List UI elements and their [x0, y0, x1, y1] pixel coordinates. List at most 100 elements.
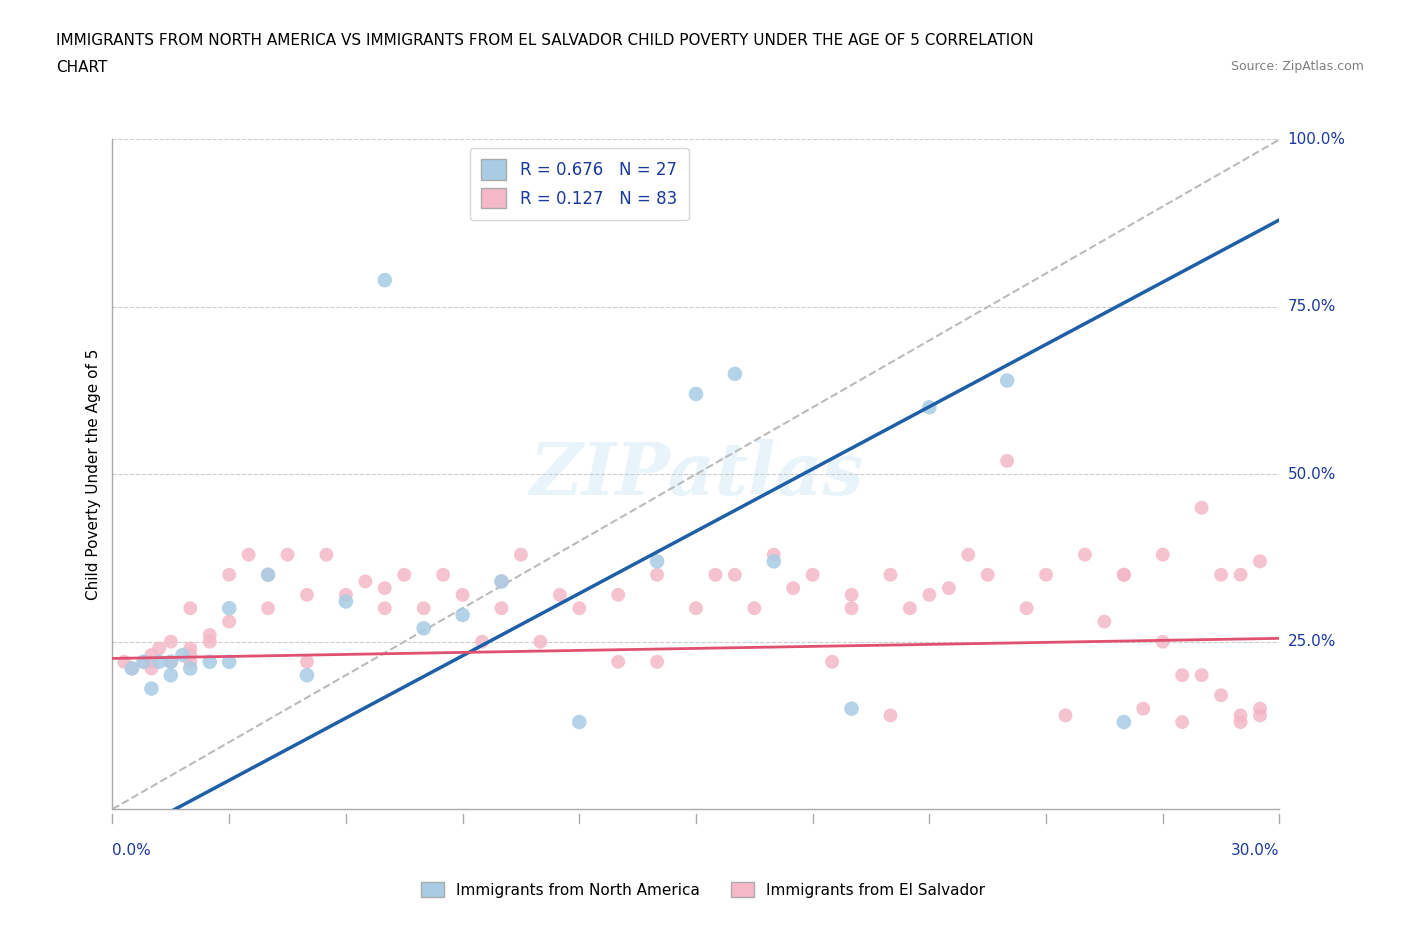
Point: [1152, 634, 1174, 649]
Point: [132, 655, 155, 670]
Text: 50.0%: 50.0%: [1288, 467, 1336, 482]
Point: [451, 607, 474, 622]
Point: [218, 567, 240, 582]
Point: [160, 634, 183, 649]
Point: [724, 366, 747, 381]
Point: [198, 634, 221, 649]
Point: [491, 574, 513, 589]
Point: [782, 580, 804, 595]
Point: [1035, 567, 1057, 582]
Point: [121, 661, 143, 676]
Point: [995, 454, 1018, 469]
Point: [335, 594, 357, 609]
Point: [172, 647, 194, 662]
Point: [821, 655, 844, 670]
Point: [1152, 547, 1174, 562]
Point: [374, 601, 396, 616]
Point: [645, 554, 668, 569]
Point: [1092, 614, 1115, 629]
Point: [354, 574, 377, 589]
Point: [160, 655, 183, 670]
Point: [276, 547, 298, 562]
Point: [179, 655, 201, 670]
Point: [335, 588, 357, 603]
Point: [160, 668, 183, 683]
Point: [841, 701, 863, 716]
Point: [198, 655, 221, 670]
Point: [257, 601, 280, 616]
Point: [879, 708, 901, 723]
Point: [471, 634, 494, 649]
Point: [976, 567, 998, 582]
Point: [607, 588, 630, 603]
Point: [918, 400, 941, 415]
Point: [645, 655, 668, 670]
Text: 25.0%: 25.0%: [1288, 634, 1336, 649]
Point: [1171, 668, 1194, 683]
Point: [374, 272, 396, 287]
Point: [568, 601, 591, 616]
Point: [704, 567, 727, 582]
Point: [141, 655, 163, 670]
Point: [841, 588, 863, 603]
Point: [315, 547, 337, 562]
Text: 75.0%: 75.0%: [1288, 299, 1336, 314]
Text: 30.0%: 30.0%: [1232, 844, 1279, 858]
Point: [257, 567, 280, 582]
Point: [1249, 701, 1271, 716]
Point: [724, 567, 747, 582]
Text: CHART: CHART: [56, 60, 108, 75]
Point: [1249, 554, 1271, 569]
Point: [179, 661, 201, 676]
Point: [238, 547, 260, 562]
Point: [879, 567, 901, 582]
Point: [645, 567, 668, 582]
Point: [898, 601, 921, 616]
Text: 0.0%: 0.0%: [112, 844, 152, 858]
Point: [295, 668, 318, 683]
Point: [995, 373, 1018, 388]
Point: [132, 655, 155, 670]
Point: [1112, 714, 1135, 729]
Point: [179, 641, 201, 656]
Point: [529, 634, 551, 649]
Point: [160, 655, 183, 670]
Y-axis label: Child Poverty Under the Age of 5: Child Poverty Under the Age of 5: [86, 349, 101, 600]
Point: [218, 601, 240, 616]
Point: [179, 601, 201, 616]
Point: [1229, 567, 1251, 582]
Point: [295, 655, 318, 670]
Point: [841, 601, 863, 616]
Point: [112, 655, 135, 670]
Point: [491, 601, 513, 616]
Point: [141, 647, 163, 662]
Point: [1249, 708, 1271, 723]
Point: [1171, 714, 1194, 729]
Point: [198, 628, 221, 643]
Point: [412, 601, 434, 616]
Point: [801, 567, 824, 582]
Point: [1229, 708, 1251, 723]
Point: [685, 387, 707, 402]
Point: [218, 655, 240, 670]
Point: [451, 588, 474, 603]
Point: [432, 567, 454, 582]
Point: [607, 655, 630, 670]
Point: [1074, 547, 1097, 562]
Point: [257, 567, 280, 582]
Point: [121, 661, 143, 676]
Point: [491, 574, 513, 589]
Point: [1191, 668, 1213, 683]
Text: ZIPatlas: ZIPatlas: [529, 439, 863, 510]
Point: [1209, 567, 1232, 582]
Point: [148, 641, 170, 656]
Point: [742, 601, 765, 616]
Point: [374, 580, 396, 595]
Point: [685, 601, 707, 616]
Point: [1112, 567, 1135, 582]
Text: IMMIGRANTS FROM NORTH AMERICA VS IMMIGRANTS FROM EL SALVADOR CHILD POVERTY UNDER: IMMIGRANTS FROM NORTH AMERICA VS IMMIGRA…: [56, 33, 1033, 47]
Point: [218, 614, 240, 629]
Legend: Immigrants from North America, Immigrants from El Salvador: Immigrants from North America, Immigrant…: [415, 875, 991, 904]
Point: [148, 655, 170, 670]
Point: [1054, 708, 1077, 723]
